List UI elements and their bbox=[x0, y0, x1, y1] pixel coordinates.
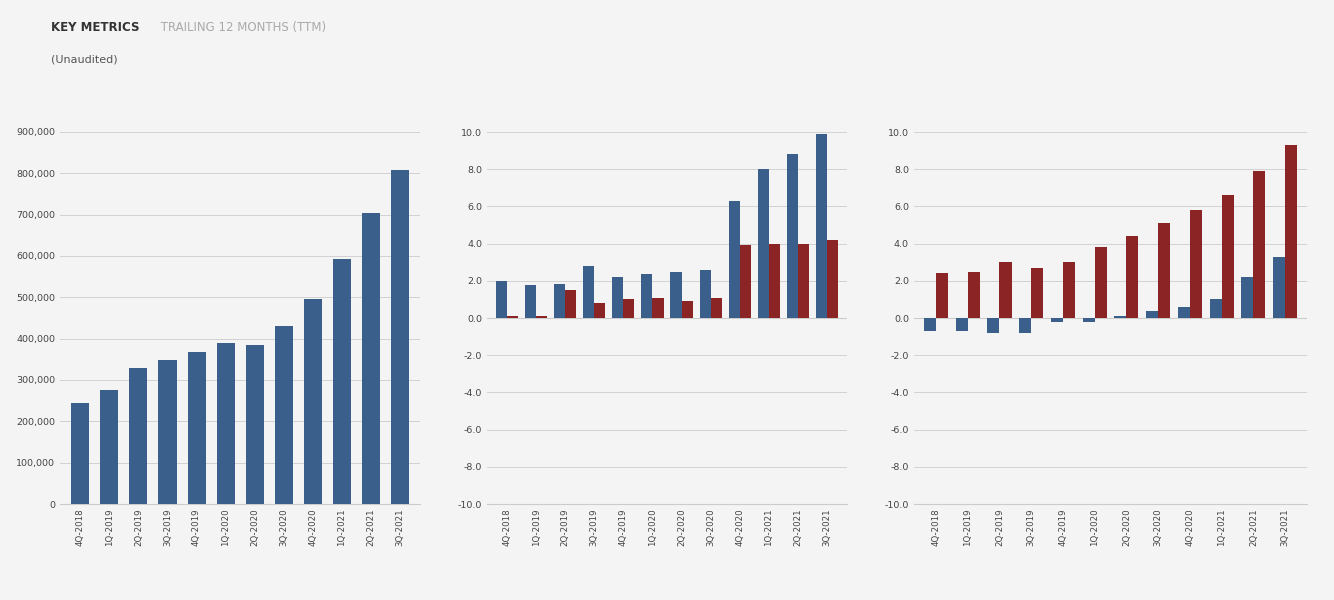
Bar bbox=[999, 262, 1011, 318]
Bar bbox=[711, 298, 722, 318]
Bar bbox=[1051, 318, 1063, 322]
Bar bbox=[507, 316, 519, 318]
Bar bbox=[671, 271, 682, 318]
Bar bbox=[955, 318, 967, 331]
Bar bbox=[623, 299, 635, 318]
Bar bbox=[1273, 257, 1285, 318]
Bar bbox=[987, 318, 999, 333]
Bar bbox=[652, 298, 663, 318]
Bar bbox=[583, 266, 595, 318]
Bar bbox=[526, 284, 536, 318]
Bar bbox=[159, 360, 176, 504]
Bar bbox=[699, 269, 711, 318]
Bar bbox=[1285, 145, 1297, 318]
Bar bbox=[1242, 277, 1254, 318]
Bar bbox=[682, 301, 692, 318]
Bar bbox=[555, 284, 566, 318]
Bar bbox=[362, 214, 380, 504]
Bar bbox=[391, 170, 410, 504]
Bar bbox=[1063, 262, 1075, 318]
Bar bbox=[739, 245, 751, 318]
Bar bbox=[275, 326, 292, 504]
Bar bbox=[798, 244, 808, 318]
Bar bbox=[1126, 236, 1138, 318]
Bar bbox=[1222, 195, 1234, 318]
Bar bbox=[758, 169, 768, 318]
Bar bbox=[188, 352, 205, 504]
Bar bbox=[967, 271, 979, 318]
Bar bbox=[536, 316, 547, 318]
Bar bbox=[1210, 299, 1222, 318]
Bar bbox=[612, 277, 623, 318]
Bar bbox=[1114, 316, 1126, 318]
Bar bbox=[245, 345, 264, 504]
Text: TRAILING 12 MONTHS (TTM): TRAILING 12 MONTHS (TTM) bbox=[157, 21, 327, 34]
Text: (Unaudited): (Unaudited) bbox=[51, 54, 117, 64]
Bar bbox=[100, 391, 119, 504]
Text: KEY METRICS: KEY METRICS bbox=[51, 21, 139, 34]
Bar bbox=[1254, 171, 1266, 318]
Bar bbox=[787, 154, 798, 318]
Bar bbox=[924, 318, 936, 331]
Bar bbox=[1095, 247, 1107, 318]
Bar bbox=[768, 244, 779, 318]
Bar bbox=[728, 201, 739, 318]
Bar bbox=[936, 274, 948, 318]
Bar bbox=[1158, 223, 1170, 318]
Bar bbox=[332, 259, 351, 504]
Bar bbox=[129, 368, 148, 504]
Bar bbox=[71, 403, 89, 504]
Bar bbox=[827, 240, 838, 318]
Bar bbox=[815, 134, 827, 318]
Bar bbox=[1190, 210, 1202, 318]
Bar bbox=[1031, 268, 1043, 318]
Bar bbox=[566, 290, 576, 318]
Bar bbox=[1178, 307, 1190, 318]
Bar bbox=[496, 281, 507, 318]
Bar bbox=[1146, 311, 1158, 318]
Bar bbox=[595, 303, 606, 318]
Bar bbox=[642, 274, 652, 318]
Bar bbox=[304, 299, 321, 504]
Bar bbox=[1019, 318, 1031, 333]
Bar bbox=[216, 343, 235, 504]
Bar bbox=[1083, 318, 1095, 322]
